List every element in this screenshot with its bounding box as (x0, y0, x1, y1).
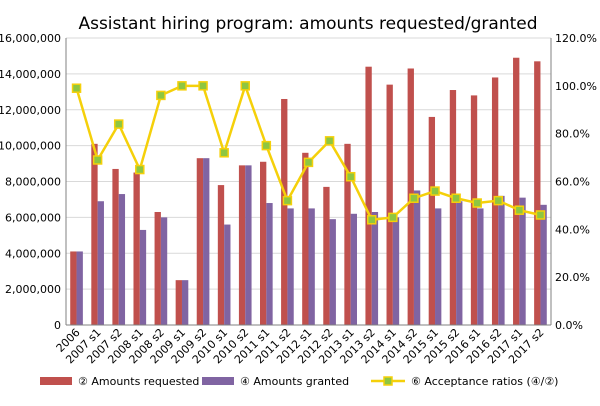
bar-granted (287, 208, 294, 325)
bar-requested (344, 143, 351, 325)
bar-requested (238, 165, 246, 325)
bar-granted (435, 208, 442, 325)
bar-granted (413, 190, 421, 325)
bar-granted (203, 158, 210, 325)
y-right-tick-label: 80.0% (555, 128, 590, 141)
bar-granted (456, 201, 463, 325)
bar-requested (513, 57, 520, 325)
acceptance-ratio-marker (535, 210, 546, 220)
acceptance-ratio-marker (177, 81, 187, 91)
bar-requested (133, 172, 140, 325)
acceptance-ratio-marker (345, 171, 356, 182)
bar-requested (323, 186, 330, 325)
y-left-tick-label: 2,000,000 (5, 283, 61, 296)
bar-granted (308, 208, 315, 325)
acceptance-ratio-marker (472, 198, 482, 208)
bar-granted (224, 224, 231, 325)
acceptance-ratio-marker (388, 212, 398, 223)
y-left-tick-label: 14,000,000 (0, 68, 61, 81)
legend-swatch-requested (40, 377, 72, 385)
y-left-tick-label: 6,000,000 (5, 211, 61, 224)
bar-requested (175, 280, 182, 325)
bar-granted (76, 251, 83, 325)
y-right-tick-label: 20.0% (555, 271, 590, 284)
bar-requested (470, 95, 478, 326)
y-left-tick-label: 8,000,000 (5, 176, 61, 189)
acceptance-ratio-marker (198, 81, 208, 91)
acceptance-ratio-marker (451, 193, 461, 203)
bar-granted (477, 208, 484, 325)
bar-requested (428, 116, 436, 325)
bar-requested (217, 185, 225, 325)
bar-granted (118, 194, 126, 325)
y-left-tick-label: 16,000,000 (0, 32, 61, 45)
acceptance-ratio-marker (261, 140, 272, 151)
bar-granted (266, 203, 273, 325)
acceptance-ratio-marker (282, 195, 293, 206)
bars-layer (70, 57, 547, 326)
legend-label-ratio: ⑥ Acceptance ratios (④/②) (411, 375, 558, 388)
acceptance-ratio-marker (303, 157, 314, 168)
bar-requested (91, 143, 98, 325)
bar-requested (196, 158, 204, 325)
y-left-tick-label: 10,000,000 (0, 140, 61, 153)
acceptance-ratio-marker (156, 90, 166, 101)
acceptance-ratio-marker (324, 136, 335, 146)
bar-granted (350, 213, 357, 325)
bar-granted (139, 229, 147, 325)
acceptance-ratio-marker (409, 193, 419, 203)
bar-granted (329, 219, 336, 325)
chart-title: Assistant hiring program: amounts reques… (78, 14, 537, 34)
bar-requested (534, 61, 541, 325)
acceptance-ratio-marker (493, 195, 504, 206)
y-right-tick-label: 0.0% (555, 319, 583, 332)
acceptance-ratio-marker (240, 81, 250, 91)
bar-requested (154, 211, 161, 325)
legend-label-granted: ④ Amounts granted (240, 375, 349, 388)
bar-requested (302, 152, 309, 325)
bar-granted (245, 165, 252, 325)
bar-granted (392, 217, 400, 325)
bar-requested (386, 84, 393, 325)
bar-requested (281, 98, 288, 325)
bar-requested (365, 66, 372, 325)
legend: ② Amounts requested ④ Amounts granted ⑥ Ac… (40, 375, 558, 388)
bar-requested (449, 90, 457, 325)
bar-requested (260, 161, 267, 325)
legend-label-requested: ② Amounts requested (78, 375, 199, 388)
y-left-tick-label: 12,000,000 (0, 104, 61, 117)
bar-granted (498, 195, 505, 325)
y-right-tick-label: 120.0% (555, 32, 597, 45)
acceptance-ratio-marker (113, 119, 124, 129)
bar-granted (181, 280, 189, 325)
axes-layer: 0 2,000,000 4,000,000 6,000,000 8,000,000 10,… (0, 32, 597, 366)
bar-requested (112, 168, 119, 325)
y-right-tick-label: 40.0% (555, 223, 590, 236)
bar-granted (371, 211, 379, 325)
bar-granted (519, 197, 526, 325)
acceptance-ratio-marker (430, 186, 440, 196)
bar-granted (540, 204, 547, 325)
acceptance-ratio-marker (367, 215, 377, 225)
bar-granted (97, 201, 104, 325)
legend-marker-ratio (383, 376, 393, 386)
y-right-tick-label: 60.0% (555, 176, 590, 189)
y-left-tick-label: 0 (54, 319, 61, 332)
y-right-tick-label: 100.0% (555, 80, 597, 93)
legend-swatch-granted (202, 377, 234, 385)
y-left-tick-label: 4,000,000 (5, 247, 61, 260)
acceptance-ratio-marker (135, 164, 145, 175)
acceptance-ratio-marker (92, 155, 103, 165)
acceptance-ratio-marker (71, 83, 82, 93)
bar-requested (70, 251, 77, 325)
acceptance-ratio-marker (514, 205, 525, 215)
line-layer (71, 81, 546, 225)
bar-granted (160, 217, 168, 325)
acceptance-ratio-marker (219, 148, 229, 158)
